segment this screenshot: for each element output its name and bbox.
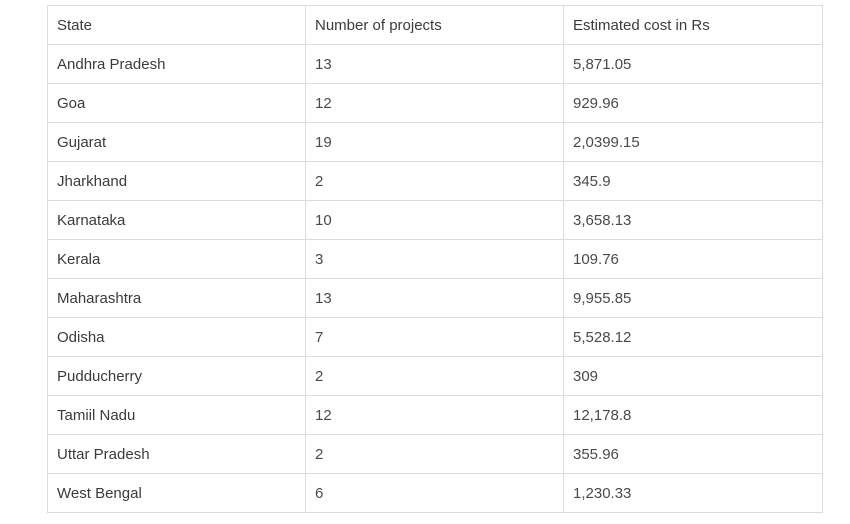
cost-cell: 2,0399.15 — [563, 122, 823, 162]
projects-cell: 10 — [305, 200, 564, 240]
table-row: Gujarat 19 2,0399.15 — [47, 122, 823, 162]
cost-cell: 5,871.05 — [563, 44, 823, 84]
table-row: Andhra Pradesh 13 5,871.05 — [47, 44, 823, 84]
projects-table: State Number of projects Estimated cost … — [47, 5, 823, 513]
projects-cell: 13 — [305, 278, 564, 318]
cost-cell: 345.9 — [563, 161, 823, 201]
projects-cell: 12 — [305, 83, 564, 123]
state-cell: Gujarat — [47, 122, 306, 162]
cost-cell: 9,955.85 — [563, 278, 823, 318]
projects-cell: 6 — [305, 473, 564, 513]
header-estimated-cost: Estimated cost in Rs — [563, 5, 823, 45]
table-row: Pudducherry 2 309 — [47, 356, 823, 396]
table-row: Tamiil Nadu 12 12,178.8 — [47, 395, 823, 435]
cost-cell: 3,658.13 — [563, 200, 823, 240]
table-row: Odisha 7 5,528.12 — [47, 317, 823, 357]
state-cell: Goa — [47, 83, 306, 123]
state-cell: West Bengal — [47, 473, 306, 513]
cost-cell: 929.96 — [563, 83, 823, 123]
state-cell: Pudducherry — [47, 356, 306, 396]
projects-cell: 3 — [305, 239, 564, 279]
projects-cell: 2 — [305, 356, 564, 396]
table-row: Karnataka 10 3,658.13 — [47, 200, 823, 240]
state-cell: Tamiil Nadu — [47, 395, 306, 435]
table-row: Uttar Pradesh 2 355.96 — [47, 434, 823, 474]
cost-cell: 109.76 — [563, 239, 823, 279]
projects-cell: 13 — [305, 44, 564, 84]
cost-cell: 12,178.8 — [563, 395, 823, 435]
cost-cell: 309 — [563, 356, 823, 396]
table-row: Goa 12 929.96 — [47, 83, 823, 123]
cost-cell: 5,528.12 — [563, 317, 823, 357]
cost-cell: 1,230.33 — [563, 473, 823, 513]
projects-cell: 2 — [305, 434, 564, 474]
state-cell: Maharashtra — [47, 278, 306, 318]
projects-cell: 7 — [305, 317, 564, 357]
state-cell: Kerala — [47, 239, 306, 279]
header-number-of-projects: Number of projects — [305, 5, 564, 45]
cost-cell: 355.96 — [563, 434, 823, 474]
state-cell: Karnataka — [47, 200, 306, 240]
projects-cell: 19 — [305, 122, 564, 162]
table-row: Jharkhand 2 345.9 — [47, 161, 823, 201]
projects-cell: 2 — [305, 161, 564, 201]
state-cell: Uttar Pradesh — [47, 434, 306, 474]
header-state: State — [47, 5, 306, 45]
table-row: Kerala 3 109.76 — [47, 239, 823, 279]
table-row: Maharashtra 13 9,955.85 — [47, 278, 823, 318]
state-cell: Jharkhand — [47, 161, 306, 201]
state-cell: Odisha — [47, 317, 306, 357]
state-cell: Andhra Pradesh — [47, 44, 306, 84]
projects-cell: 12 — [305, 395, 564, 435]
table-row: West Bengal 6 1,230.33 — [47, 473, 823, 513]
table-header-row: State Number of projects Estimated cost … — [47, 5, 823, 45]
